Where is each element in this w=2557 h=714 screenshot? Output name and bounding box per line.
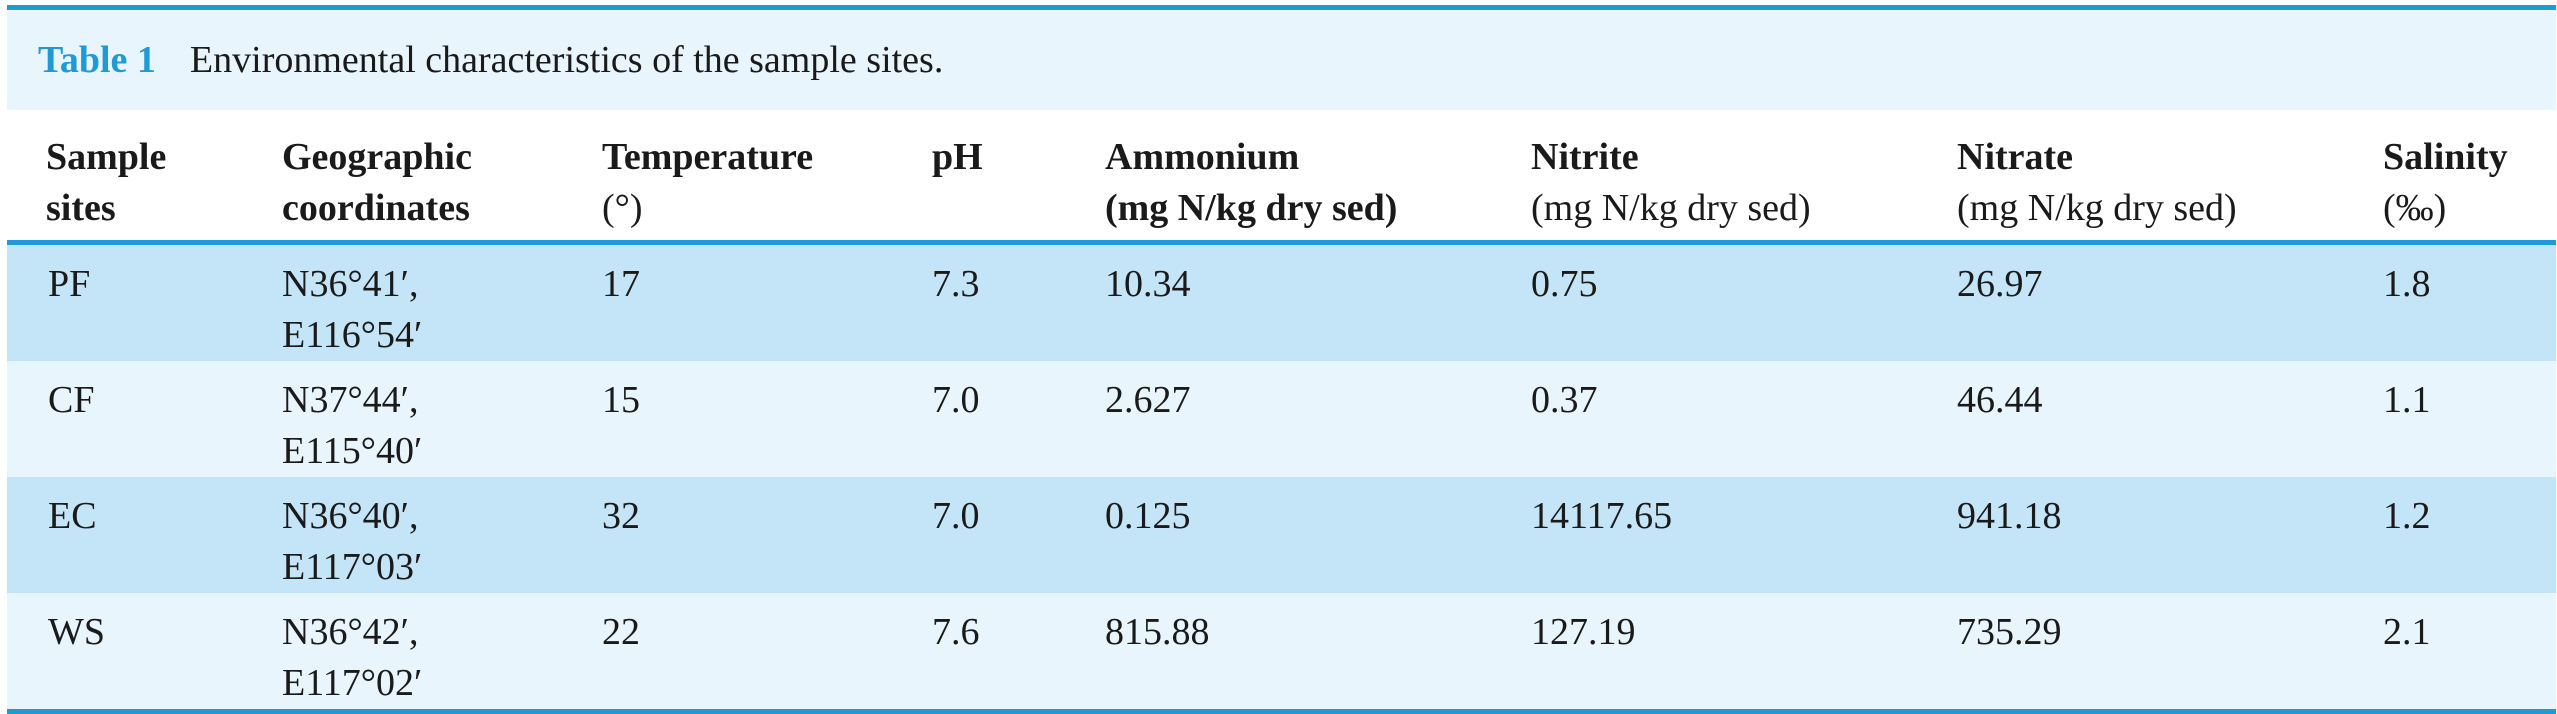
header-line1: Temperature: [602, 136, 814, 178]
cell-latitude: N36°40′,: [282, 495, 419, 537]
cell-ammonium: 2.627: [1105, 379, 1191, 421]
table-row: CF N37°44′, E115°40′ 15 7.0 2.627 0.37 4…: [7, 361, 2556, 477]
cell-nitrate: 26.97: [1957, 263, 2043, 305]
header-line1: Salinity: [2383, 136, 2508, 178]
cell-longitude: E117°03′: [282, 546, 423, 588]
cell-ph: 7.0: [932, 379, 980, 421]
header-line1: Geographic: [282, 136, 472, 178]
cell-ph: 7.6: [932, 611, 980, 653]
cell-nitrite: 0.37: [1531, 379, 1598, 421]
data-table: Sample sites Geographic coordinates Temp…: [7, 110, 2556, 709]
header-row: Sample sites Geographic coordinates Temp…: [7, 110, 2556, 245]
cell-salinity: 2.1: [2383, 611, 2431, 653]
cell-temperature: 32: [602, 495, 640, 537]
cell-site: EC: [48, 495, 97, 537]
cell-ph: 7.0: [932, 495, 980, 537]
cell-temperature: 22: [602, 611, 640, 653]
table-title: Environmental characteristics of the sam…: [189, 39, 944, 81]
header-nitrite: Nitrite (mg N/kg dry sed): [1531, 110, 1957, 245]
cell-temperature: 17: [602, 263, 640, 305]
header-line2: (mg N/kg dry sed): [1957, 187, 2237, 229]
header-line2: coordinates: [282, 187, 470, 229]
header-line2: (‰): [2383, 187, 2447, 229]
cell-salinity: 1.8: [2383, 263, 2431, 305]
header-temperature: Temperature (°): [602, 110, 932, 245]
table-caption: Table 1 Environmental characteristics of…: [7, 10, 2556, 110]
table-row: EC N36°40′, E117°03′ 32 7.0 0.125 14117.…: [7, 477, 2556, 593]
cell-site: WS: [48, 611, 105, 653]
cell-coordinates: N37°44′, E115°40′: [282, 361, 602, 477]
cell-nitrate: 941.18: [1957, 495, 2062, 537]
cell-site: PF: [48, 263, 91, 305]
environmental-table: Table 1 Environmental characteristics of…: [7, 5, 2556, 714]
header-line2: (mg N/kg dry sed): [1531, 187, 1811, 229]
cell-temperature: 15: [602, 379, 640, 421]
cell-nitrite: 0.75: [1531, 263, 1598, 305]
table-row: PF N36°41′, E116°54′ 17 7.3 10.34 0.75 2…: [7, 242, 2556, 362]
table-label: Table 1: [38, 39, 156, 81]
header-nitrate: Nitrate (mg N/kg dry sed): [1957, 110, 2383, 245]
header-ammonium: Ammonium (mg N/kg dry sed): [1105, 110, 1531, 245]
cell-latitude: N36°41′,: [282, 263, 419, 305]
cell-coordinates: N36°41′, E116°54′: [282, 243, 602, 362]
header-sample-sites: Sample sites: [7, 110, 282, 245]
header-line1: Nitrite: [1531, 136, 1639, 178]
cell-ammonium: 815.88: [1105, 611, 1210, 653]
cell-latitude: N37°44′,: [282, 379, 419, 421]
header-geographic-coordinates: Geographic coordinates: [282, 110, 602, 245]
cell-longitude: E117°02′: [282, 662, 423, 704]
header-line1: Sample: [46, 136, 167, 178]
header-ph: pH: [932, 110, 1105, 245]
header-salinity: Salinity (‰): [2383, 110, 2556, 245]
header-line2: sites: [46, 187, 116, 229]
cell-site: CF: [48, 379, 95, 421]
cell-latitude: N36°42′,: [282, 611, 419, 653]
header-line2: (mg N/kg dry sed): [1105, 187, 1398, 229]
cell-nitrite: 14117.65: [1531, 495, 1673, 537]
cell-salinity: 1.2: [2383, 495, 2431, 537]
cell-ammonium: 10.34: [1105, 263, 1191, 305]
cell-nitrate: 46.44: [1957, 379, 2043, 421]
cell-coordinates: N36°40′, E117°03′: [282, 477, 602, 593]
cell-ph: 7.3: [932, 263, 980, 305]
cell-salinity: 1.1: [2383, 379, 2431, 421]
header-line1: pH: [932, 136, 983, 178]
cell-nitrate: 735.29: [1957, 611, 2062, 653]
header-line1: Ammonium: [1105, 136, 1300, 178]
cell-longitude: E115°40′: [282, 430, 423, 472]
table-row: WS N36°42′, E117°02′ 22 7.6 815.88 127.1…: [7, 593, 2556, 709]
cell-longitude: E116°54′: [282, 314, 423, 356]
cell-coordinates: N36°42′, E117°02′: [282, 593, 602, 709]
cell-ammonium: 0.125: [1105, 495, 1191, 537]
header-line1: Nitrate: [1957, 136, 2074, 178]
cell-nitrite: 127.19: [1531, 611, 1636, 653]
header-line2: (°): [602, 187, 643, 229]
